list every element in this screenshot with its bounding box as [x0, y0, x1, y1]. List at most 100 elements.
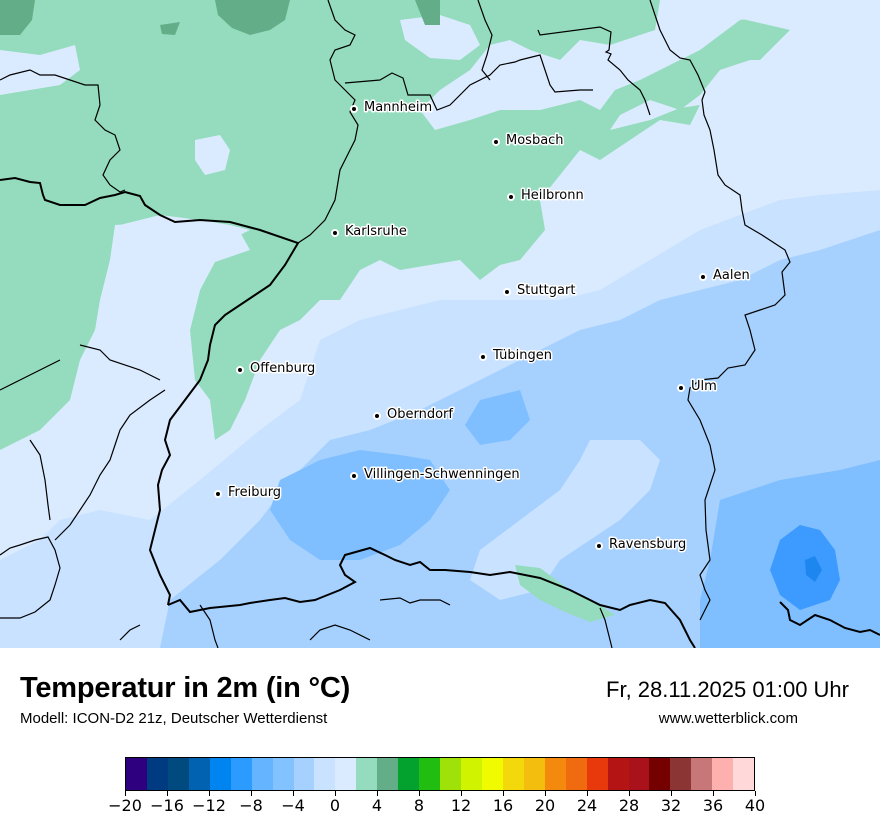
- colorbar-segment: [481, 758, 503, 790]
- nation-border-switzerland: [167, 546, 696, 648]
- city-label: Stuttgart: [517, 283, 575, 298]
- colorbar-segment: [272, 758, 294, 790]
- colorbar-segment: [691, 758, 713, 790]
- colorbar-tick-label: −12: [192, 796, 226, 815]
- colorbar-tick: [292, 791, 294, 796]
- temp-zone-4-6-patch-3: [415, 0, 440, 25]
- colorbar-tick-label: 20: [534, 796, 556, 815]
- temp-zone-4-6-patch-4: [160, 22, 180, 35]
- colorbar-segment: [167, 758, 189, 790]
- temp-zone-m8-m6: [770, 525, 840, 610]
- colorbar-tick-label: 24: [576, 796, 598, 815]
- city-label: Oberndorf: [387, 407, 453, 422]
- colorbar-tick: [376, 791, 378, 796]
- city-marker: Oberndorf: [373, 406, 455, 424]
- colorbar-tick-label: 40: [744, 796, 766, 815]
- colorbar-segment: [230, 758, 252, 790]
- city-marker: Karlsruhe: [331, 223, 408, 241]
- city-marker: Villingen-Schwenningen: [350, 466, 521, 484]
- colorbar-tick-label: 8: [413, 796, 425, 815]
- state-border-rheinland-pfalz: [0, 69, 126, 193]
- colorbar-segment: [523, 758, 545, 790]
- city-dot-icon: [677, 384, 685, 392]
- colorbar-tick-label: 28: [618, 796, 640, 815]
- colorbar-segment: [607, 758, 629, 790]
- temp-zone-2-4-north: [0, 0, 800, 450]
- temp-zone-m6-m4-center: [465, 390, 530, 445]
- colorbar-tick-label: −20: [108, 796, 142, 815]
- colorbar-segment: [356, 758, 378, 790]
- colorbar-segment: [188, 758, 210, 790]
- temp-zone-0-2-hole-1: [0, 45, 80, 95]
- colorbar-segment: [377, 758, 399, 790]
- city-dot-icon: [214, 490, 222, 498]
- city-label: Offenburg: [250, 361, 315, 376]
- colorbar-segment: [628, 758, 650, 790]
- temp-zone-4-6-patch-1: [215, 0, 290, 35]
- colorbar-ticks: −20 −16 −12 −8 −4 0 4 8 12 16 20 24 28 32 36 40: [108, 791, 765, 821]
- colorbar-segment: [565, 758, 587, 790]
- state-border-bavaria-east: [649, 0, 791, 621]
- canton-borders: [0, 344, 613, 648]
- city-dot-icon: [479, 353, 487, 361]
- colorbar-tick: [712, 791, 714, 796]
- website-link[interactable]: www.wetterblick.com: [658, 710, 798, 727]
- city-label: Mannheim: [364, 100, 432, 115]
- city-label: Heilbronn: [521, 188, 584, 203]
- forecast-datetime: Fr, 28.11.2025 01:00 Uhr: [606, 677, 849, 702]
- nation-border-france: [0, 176, 300, 606]
- colorbar-segment: [670, 758, 692, 790]
- colorbar-tick-label: 12: [450, 796, 472, 815]
- city-label: Ravensburg: [609, 537, 686, 552]
- temp-zone-2-4-bodensee: [515, 565, 615, 622]
- model-source: Modell: ICON-D2 21z, Deutscher Wetterdie…: [20, 710, 328, 727]
- colorbar-tick: [418, 791, 420, 796]
- city-marker: Ravensburg: [595, 536, 688, 554]
- city-label: Karlsruhe: [345, 224, 407, 239]
- colorbar-segment: [649, 758, 671, 790]
- colorbar-tick-label: 16: [492, 796, 514, 815]
- colorbar-segment: [314, 758, 336, 790]
- map-title: Temperatur in 2m (in °C): [20, 672, 351, 704]
- colorbar-tick: [208, 791, 210, 796]
- colorbar-tick: [250, 791, 252, 796]
- colorbar-tick-label: −4: [281, 796, 305, 815]
- nation-border-austria: [779, 601, 880, 636]
- city-label: Villingen-Schwenningen: [364, 467, 520, 482]
- colorbar-segment: [209, 758, 231, 790]
- city-label: Aalen: [713, 268, 750, 283]
- colorbar-segment: [712, 758, 734, 790]
- colorbar-segment: [544, 758, 566, 790]
- colorbar-segment: [733, 758, 755, 790]
- temp-zone-0-2-hole-5: [510, 55, 580, 100]
- city-label: Freiburg: [228, 485, 281, 500]
- colorbar-tick: [544, 791, 546, 796]
- city-marker: Mannheim: [350, 99, 434, 117]
- temp-zone-0-2-hole-4: [400, 15, 480, 60]
- colorbar-segment: [335, 758, 357, 790]
- colorbar-tick: [166, 791, 168, 796]
- temperature-colorbar: [125, 757, 755, 791]
- state-border-north: [344, 54, 593, 111]
- state-border-hessen: [297, 0, 359, 244]
- colorbar-tick-label: 0: [329, 796, 341, 815]
- city-label: Mosbach: [506, 133, 564, 148]
- colorbar-segment: [251, 758, 273, 790]
- colorbar-segment: [419, 758, 441, 790]
- city-marker: Offenburg: [236, 360, 317, 378]
- colorbar-segment: [440, 758, 461, 790]
- city-label: Ulm: [691, 379, 717, 394]
- city-markers: Mannheim Mosbach Heilbronn Karlsruhe Aalen St…: [214, 99, 751, 554]
- city-marker: Stuttgart: [503, 282, 577, 300]
- city-dot-icon: [350, 472, 358, 480]
- colorbar-tick-label: −16: [150, 796, 184, 815]
- colorbar-segment: [398, 758, 420, 790]
- colorbar-segment: [293, 758, 315, 790]
- city-dot-icon: [350, 105, 358, 113]
- colorbar-tick: [586, 791, 588, 796]
- temp-zone-m6-m4-southwest: [270, 450, 450, 560]
- colorbar-tick-label: 36: [702, 796, 724, 815]
- city-marker: Freiburg: [214, 484, 283, 502]
- colorbar-tick-label: 4: [371, 796, 383, 815]
- city-dot-icon: [373, 412, 381, 420]
